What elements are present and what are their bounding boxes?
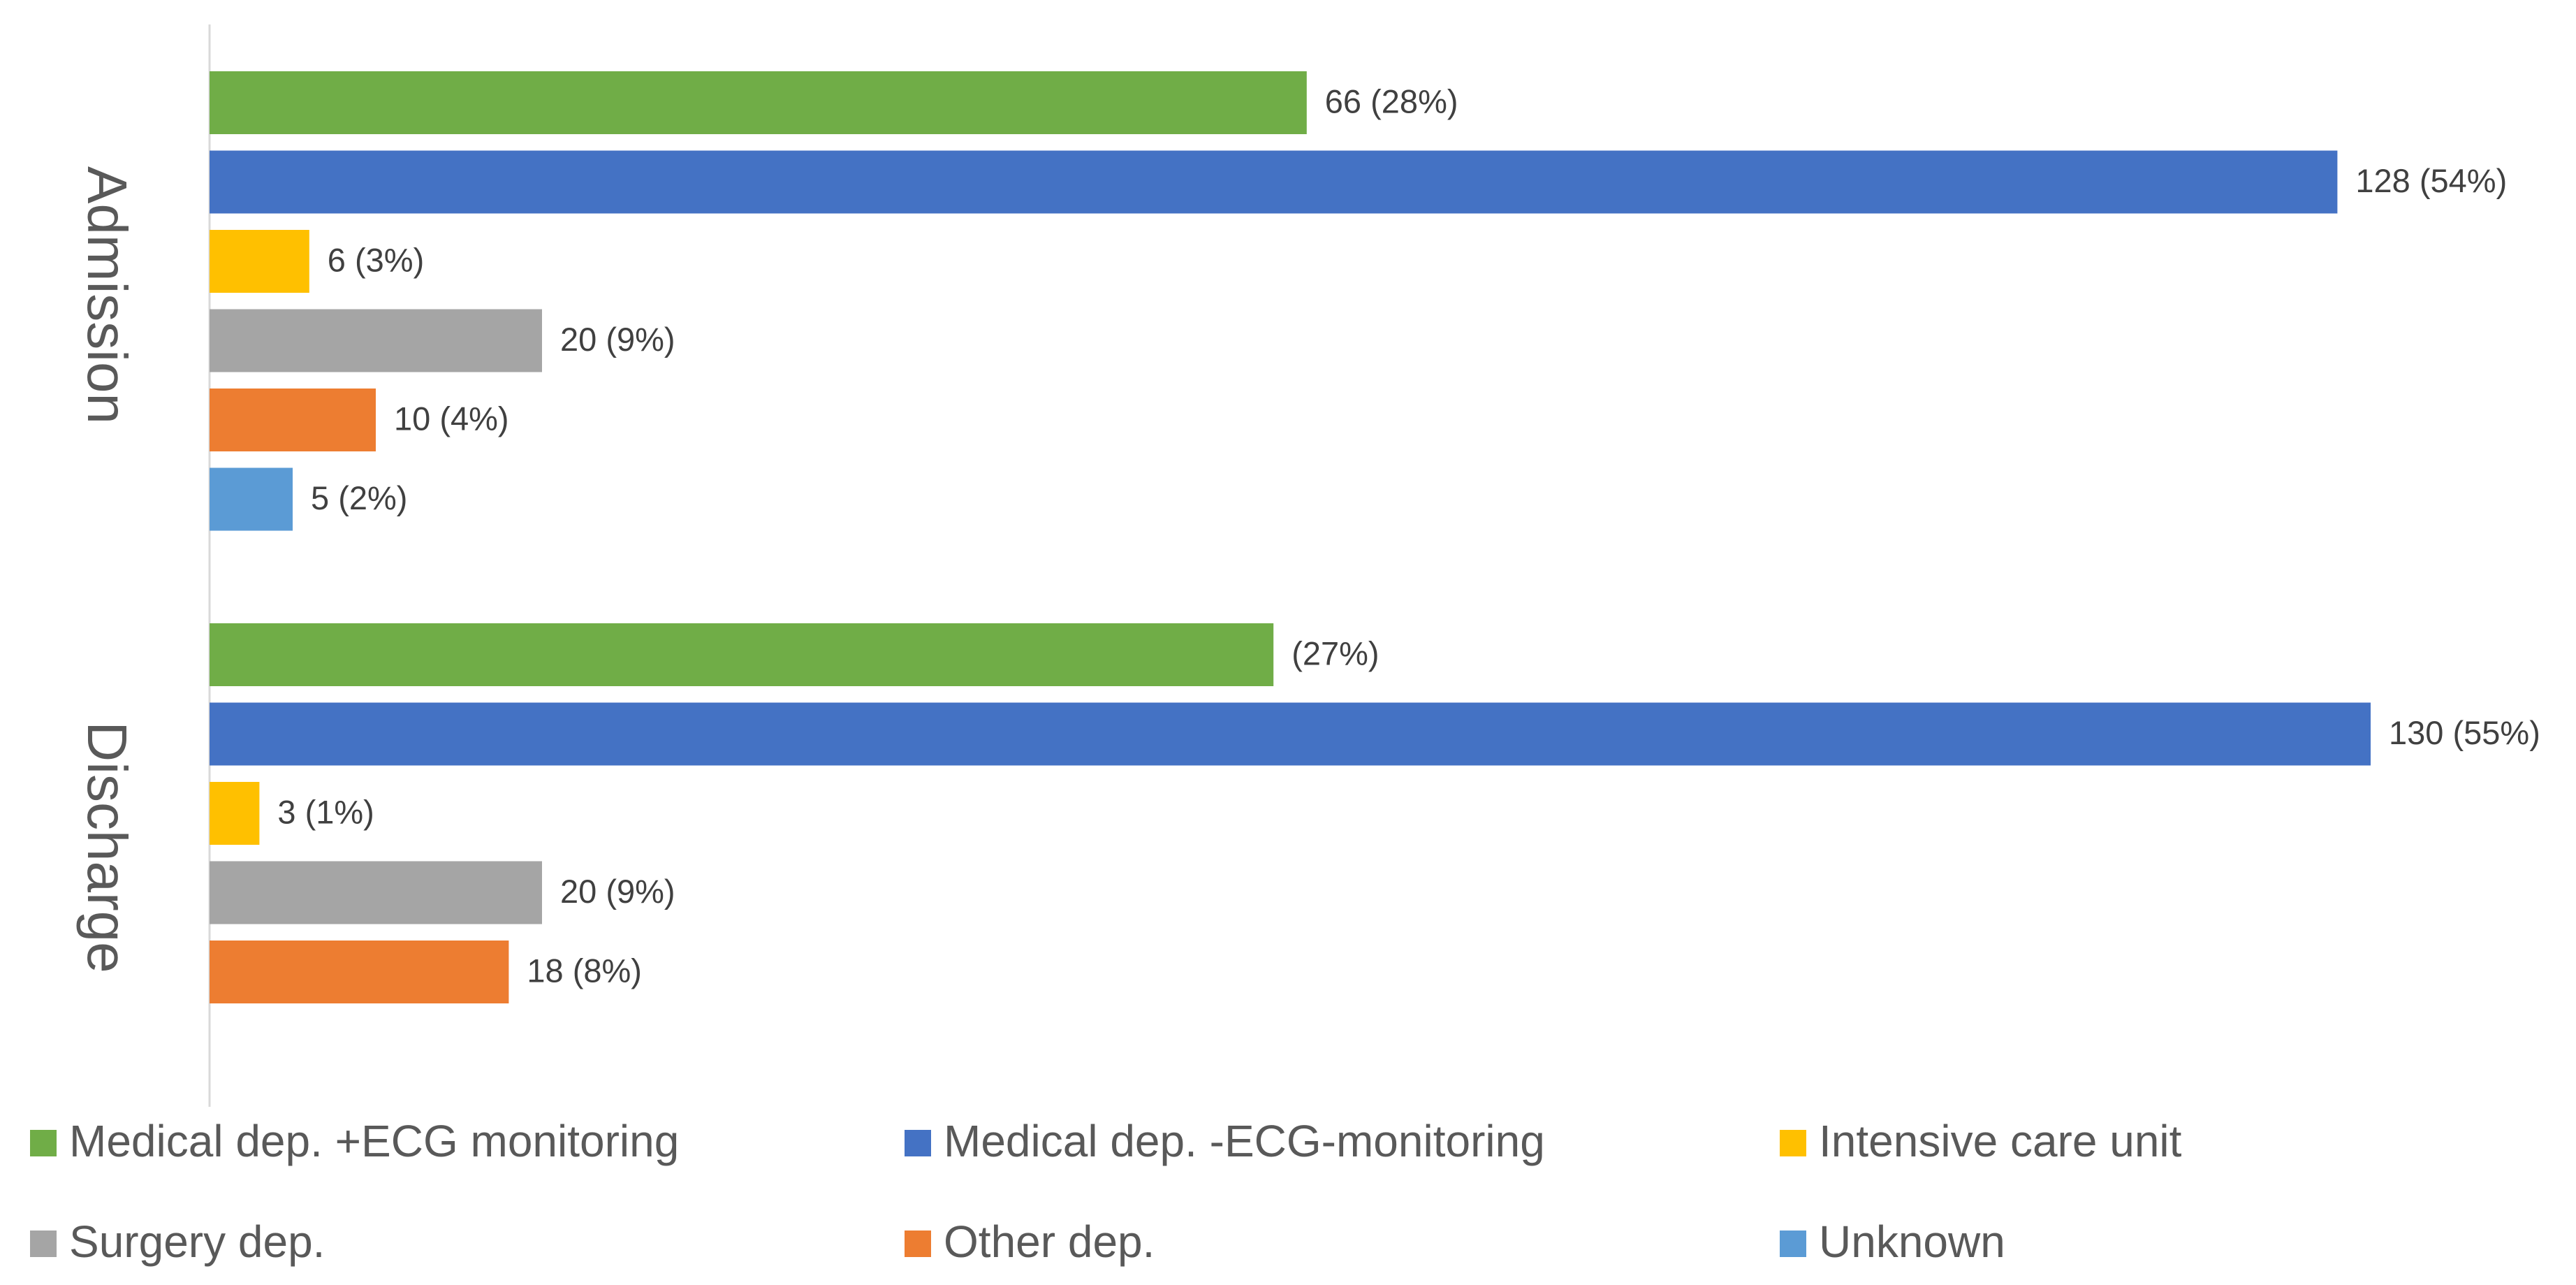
bar bbox=[210, 782, 260, 845]
bar bbox=[210, 941, 509, 1003]
legend-label: Medical dep. -ECG-monitoring bbox=[944, 1116, 1545, 1166]
value-label: 128 (54%) bbox=[2355, 162, 2507, 199]
bar bbox=[210, 230, 309, 293]
legend-swatch bbox=[1780, 1130, 1806, 1156]
value-label: 20 (9%) bbox=[560, 321, 675, 358]
legend-label: Medical dep. +ECG monitoring bbox=[69, 1116, 679, 1166]
bar bbox=[210, 623, 1274, 686]
bar bbox=[210, 861, 542, 924]
legend-label: Unknown bbox=[1819, 1217, 2005, 1267]
legend-swatch bbox=[905, 1230, 931, 1257]
legend-label: Other dep. bbox=[944, 1217, 1155, 1267]
legend-swatch bbox=[30, 1130, 57, 1156]
bar bbox=[210, 71, 1307, 134]
bar bbox=[210, 309, 542, 372]
bar bbox=[210, 702, 2371, 766]
value-label: 3 (1%) bbox=[277, 793, 374, 830]
bar bbox=[210, 150, 2338, 214]
value-label: 5 (2%) bbox=[311, 479, 407, 516]
legend-swatch bbox=[1780, 1230, 1806, 1257]
legend-swatch bbox=[905, 1130, 931, 1156]
value-label: 18 (8%) bbox=[527, 952, 642, 989]
category-label: Admission bbox=[76, 166, 138, 424]
bar bbox=[210, 389, 376, 451]
value-label: 66 (28%) bbox=[1325, 82, 1458, 119]
legend-label: Intensive care unit bbox=[1819, 1116, 2182, 1166]
value-label: (27%) bbox=[1291, 634, 1379, 671]
bar bbox=[210, 467, 293, 531]
legend-label: Surgery dep. bbox=[69, 1217, 325, 1267]
legend-swatch bbox=[30, 1230, 57, 1257]
value-label: 20 (9%) bbox=[560, 873, 675, 910]
value-label: 10 (4%) bbox=[394, 400, 509, 437]
category-label: Discharge bbox=[76, 721, 138, 973]
value-label: 6 (3%) bbox=[328, 241, 424, 278]
value-label: 130 (55%) bbox=[2389, 714, 2540, 751]
